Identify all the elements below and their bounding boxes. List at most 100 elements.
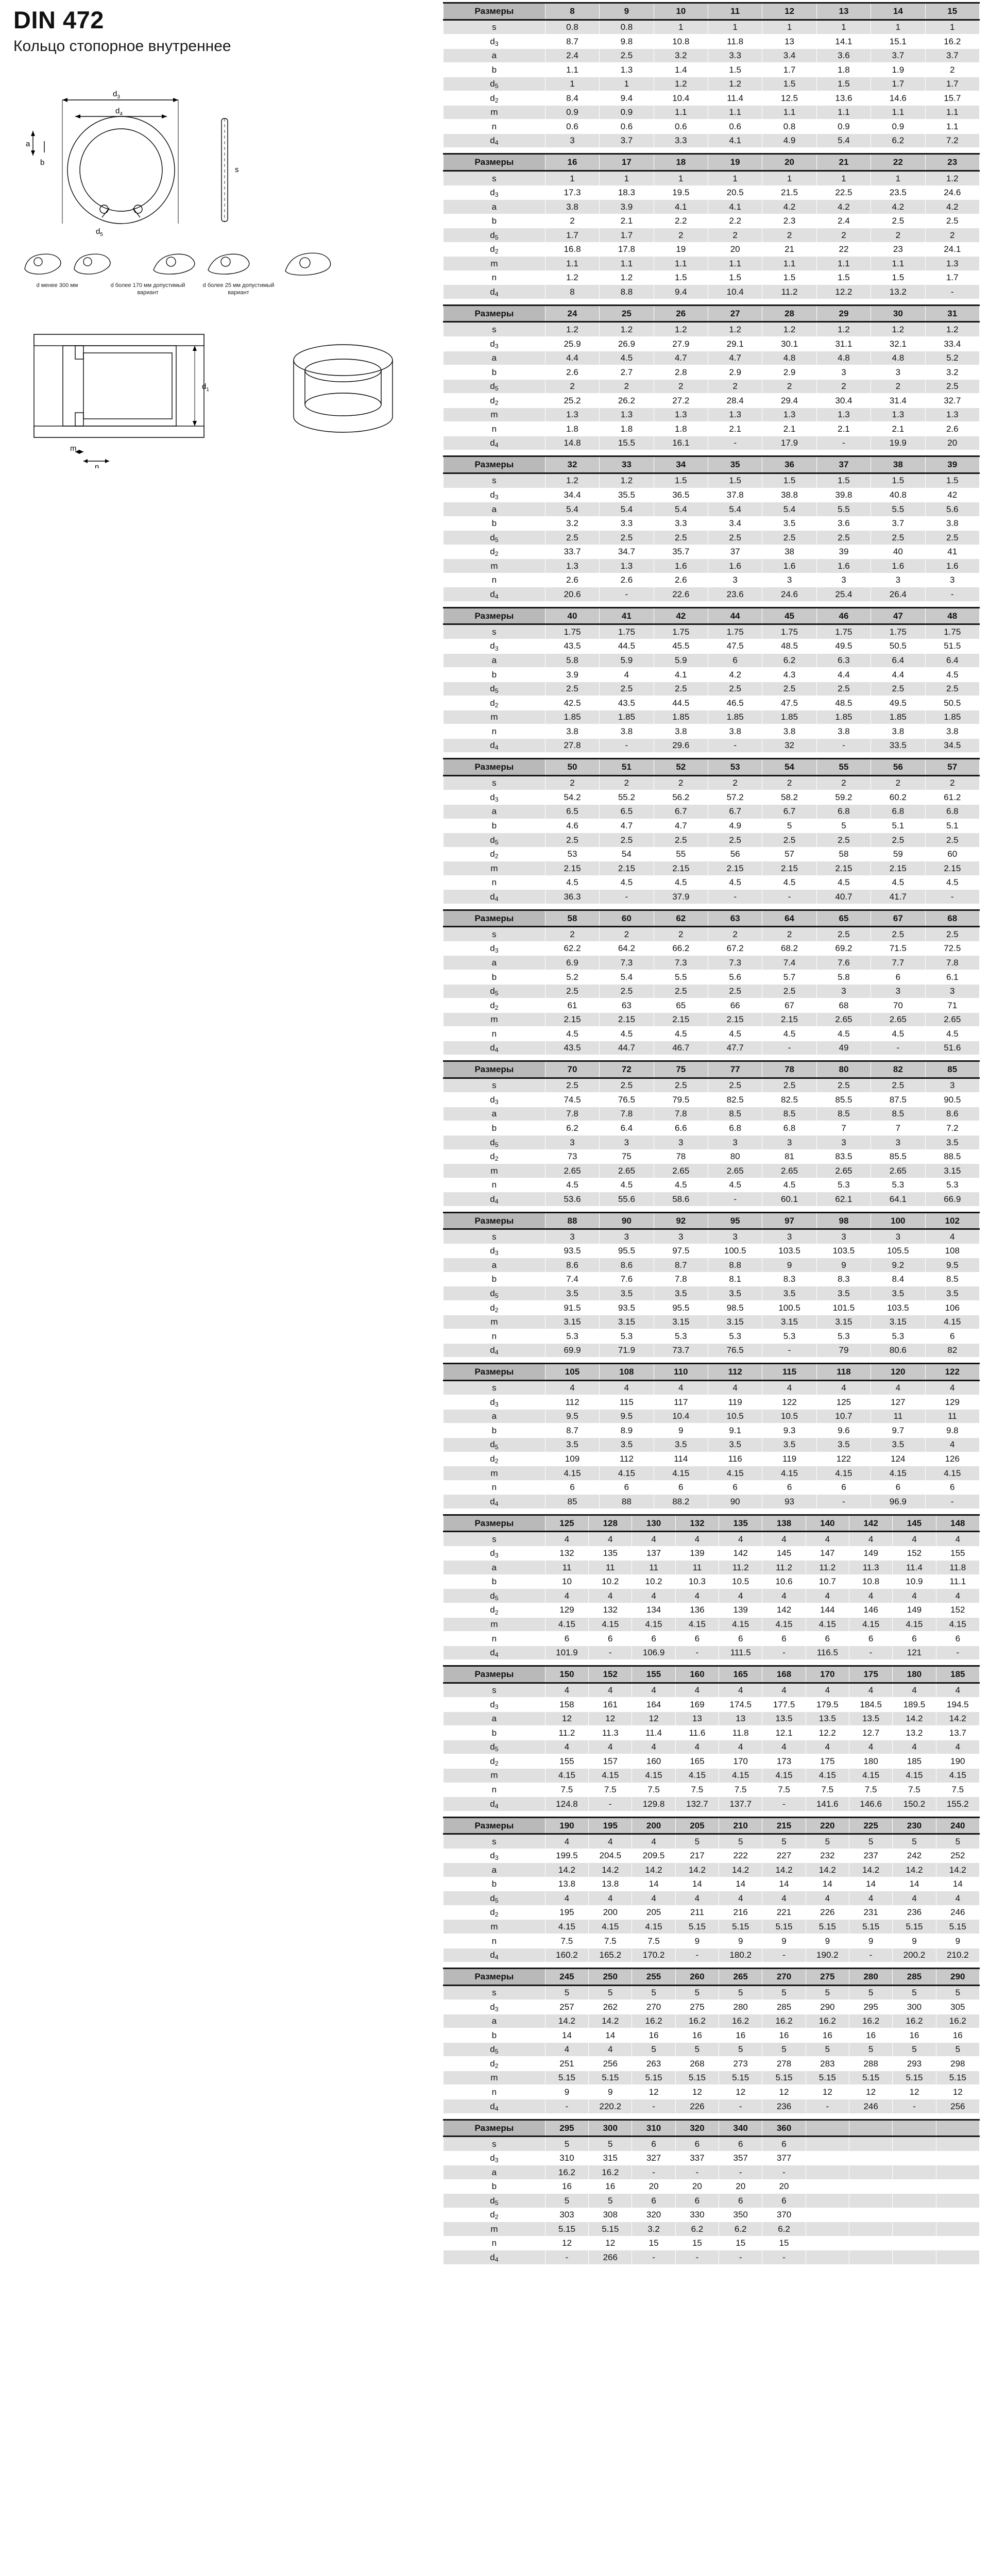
column-header-size: 155 [632,1665,676,1684]
column-header-size: 168 [762,1665,806,1684]
table-cell: 177.5 [762,1697,806,1712]
row-label-a: a [443,955,545,970]
table-cell: 4.15 [871,1466,926,1481]
table-cell: 1.2 [599,270,654,285]
table-cell: 82 [925,1343,980,1358]
variant-caption-0: d менее 300 мм [36,282,78,289]
table-cell: 2.5 [762,682,817,697]
table-cell: 2.6 [544,573,600,588]
table-row: a 12 12 12 13 13 13.5 13.5 13.5 14.2 14.2 [443,1711,980,1726]
column-header-size: 32 [544,455,600,474]
table-cell: 11.3 [588,1725,633,1740]
table-cell: 5.3 [599,1329,654,1344]
table-cell: 293 [892,2056,936,2071]
column-header-size: 118 [816,1363,872,1381]
table-cell: 9 [892,1934,936,1948]
column-header-size: 55 [816,758,872,776]
table-cell: 16.2 [762,2014,806,2029]
table-cell: 4.1 [707,133,763,148]
table-cell: 3.8 [544,199,600,214]
table-cell: 85 [544,1494,600,1509]
table-cell: 5.3 [816,1178,872,1193]
table-cell: 14 [848,1877,893,1892]
table-cell: 108 [925,1244,980,1259]
table-cell: 2.15 [599,861,654,876]
table-cell: 330 [675,2208,720,2223]
table-cell: 58 [816,847,872,862]
table-cell: 1.7 [925,77,980,92]
table-cell: 100.5 [707,1244,763,1259]
table-cell: 14 [892,1877,936,1892]
row-header-label: Размеры [443,606,545,625]
table-cell: 10.5 [707,1409,763,1424]
table-row: n 1.2 1.2 1.5 1.5 1.5 1.5 1.5 1.7 [443,270,980,285]
table-cell: 9 [762,1934,806,1948]
table-cell: 29.6 [653,738,708,753]
row-label-d2: d2 [443,1300,545,1315]
column-header-size: 180 [892,1665,936,1684]
table-cell: 4 [925,1437,980,1452]
column-header-size: 70 [544,1060,600,1079]
table-row: d2 251 256 263 268 273 278 283 288 293 298 [443,2056,980,2071]
table-cell: 6 [871,1480,926,1495]
column-header-size: 95 [707,1211,763,1230]
column-header-size: 63 [707,909,763,928]
table-cell: 7.5 [935,1783,980,1798]
table-row: n 9 9 12 12 12 12 12 12 12 12 [443,2084,980,2100]
table-cell: 5 [588,2136,633,2151]
table-cell: 4 [544,2042,589,2057]
table-row: d4 20.6-22.6 23.6 24.6 25.4 26.4- [443,587,980,601]
table-cell [805,2193,849,2208]
column-header-size: 72 [599,1060,654,1079]
table-cell: 6 [588,1631,633,1646]
table-cell: 15.7 [925,91,980,106]
row-label-d2: d2 [443,1603,545,1618]
table-cell: 315 [588,2151,633,2166]
table-cell: 8.5 [925,1272,980,1287]
table-cell: 288 [848,2056,893,2071]
table-cell: 226 [805,1905,849,1920]
table-cell: 4 [848,1531,893,1547]
table-cell: 4 [544,1588,589,1603]
table-cell: 5 [544,1985,589,2001]
svg-text:d5: d5 [96,227,103,238]
table-row: d4 69.9 71.9 73.7 76.5-79 80.6 82 [443,1343,980,1358]
table-cell: 1.3 [925,408,980,422]
table-cell: 58.6 [653,1192,708,1206]
table-cell: 21.5 [762,185,817,200]
table-cell: 24.6 [762,587,817,601]
table-cell: 273 [719,2056,763,2071]
table-row: d2 61 63 65 66 67 68 70 71 [443,998,980,1013]
table-cell: 137.7 [719,1797,763,1811]
table-cell: 2.5 [599,682,654,697]
table-cell: 3.2 [632,2222,676,2236]
column-header-size: 22 [871,153,926,172]
table-cell: 4.5 [653,1026,708,1041]
table-cell: 4.5 [544,1026,600,1041]
table-cell: 1.5 [762,473,817,488]
table-cell [848,2222,893,2236]
table-cell: 6 [719,1631,763,1646]
table-cell: 3 [544,1135,600,1150]
table-cell: 0.8 [599,20,654,35]
column-header-size: 10 [653,2,708,21]
svg-text:n: n [95,463,99,468]
table-cell: 12.2 [816,284,872,299]
table-cell: 4 [719,1683,763,1698]
table-cell: 4 [707,1380,763,1396]
table-cell [848,2208,893,2223]
row-label-d2: d2 [443,2208,545,2223]
table-cell: 12 [719,2084,763,2100]
table-row: m 4.15 4.15 4.15 5.15 5.15 5.15 5.15 5.15 5.15 5.1… [443,1919,980,1934]
table-cell: 5.3 [653,1329,708,1344]
table-cell [805,2165,849,2180]
table-cell: 141.6 [805,1797,849,1811]
table-cell: 2.15 [816,861,872,876]
table-cell: 4.5 [816,1026,872,1041]
row-label-n: n [443,1934,545,1948]
column-header-size: 140 [805,1514,849,1533]
table-cell: 1.7 [762,62,817,77]
table-cell: 4.15 [848,1617,893,1632]
table-cell: 4.5 [653,1178,708,1193]
column-header-size: 250 [588,1968,633,1986]
